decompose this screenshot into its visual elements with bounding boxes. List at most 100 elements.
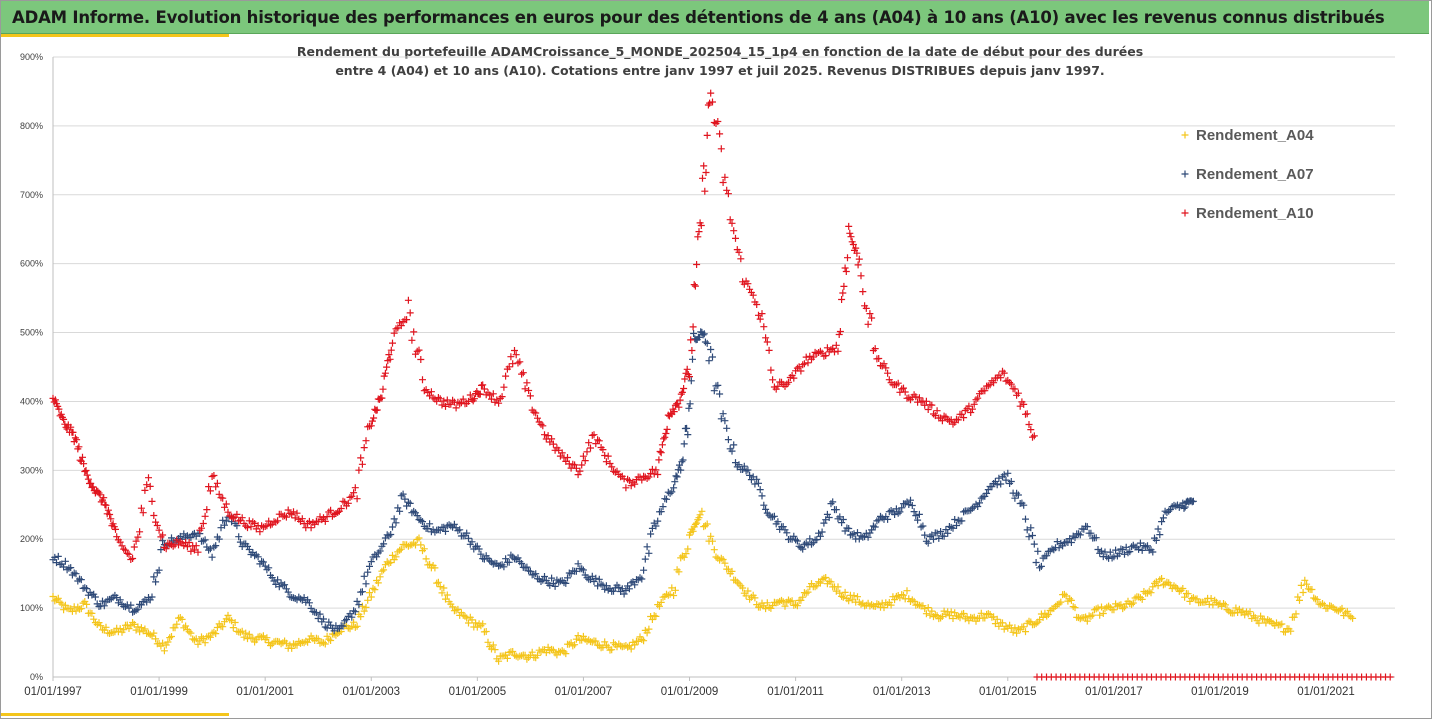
data-point	[249, 518, 257, 526]
data-point	[127, 556, 135, 563]
data-point	[353, 495, 361, 503]
data-point	[905, 394, 913, 402]
data-point	[661, 433, 669, 441]
data-point	[438, 589, 446, 597]
data-point	[51, 553, 59, 561]
data-point	[1246, 608, 1254, 616]
data-point	[696, 333, 703, 341]
data-point	[1290, 613, 1298, 621]
data-point	[187, 534, 195, 542]
data-point	[489, 641, 497, 649]
data-point	[871, 345, 879, 353]
data-point	[716, 130, 724, 138]
data-point	[346, 493, 354, 501]
data-point	[160, 647, 168, 655]
data-point	[233, 522, 241, 530]
data-point	[1235, 605, 1243, 613]
data-point	[724, 436, 732, 444]
data-point	[1062, 592, 1070, 600]
data-point	[358, 588, 366, 596]
data-point	[670, 408, 678, 416]
data-point	[884, 515, 892, 523]
data-point	[839, 516, 847, 523]
data-point	[413, 512, 421, 520]
data-point	[845, 222, 853, 230]
data-point	[730, 227, 738, 235]
data-point	[380, 540, 388, 548]
data-point	[652, 612, 660, 620]
data-point	[1144, 542, 1151, 550]
data-point	[505, 363, 513, 371]
data-point	[282, 585, 290, 593]
data-point	[844, 254, 851, 262]
data-point	[638, 575, 646, 583]
data-point	[107, 515, 115, 523]
data-point	[645, 549, 653, 557]
data-point	[337, 505, 345, 512]
data-point	[1087, 612, 1095, 620]
data-point	[921, 531, 929, 539]
data-point	[461, 612, 469, 620]
y-tick-label: 300%	[20, 465, 43, 475]
data-point	[836, 328, 844, 335]
data-point	[392, 325, 400, 333]
x-tick-label: 01/01/2001	[236, 686, 294, 698]
data-point	[680, 553, 688, 561]
data-point	[1060, 590, 1068, 598]
data-point	[401, 495, 409, 503]
data-point	[297, 595, 304, 603]
data-point	[689, 323, 697, 331]
data-point	[695, 228, 703, 236]
data-point	[647, 530, 655, 538]
data-point	[82, 467, 90, 474]
chart-title-line1: Rendement du portefeuille ADAMCroissance…	[297, 44, 1143, 60]
data-point	[399, 490, 407, 498]
data-point	[887, 601, 895, 609]
data-point	[526, 392, 534, 400]
data-point	[928, 401, 936, 409]
data-point	[231, 619, 239, 626]
data-point	[703, 339, 711, 347]
data-point	[192, 542, 200, 550]
data-point	[1320, 601, 1328, 609]
data-point	[854, 261, 862, 269]
data-point	[855, 255, 863, 263]
data-point	[526, 567, 534, 575]
data-point	[528, 648, 536, 656]
data-point	[410, 507, 418, 515]
data-point	[403, 502, 411, 510]
data-point	[690, 330, 698, 337]
data-point	[700, 330, 708, 338]
data-point	[53, 559, 60, 567]
data-point	[389, 523, 396, 531]
x-tick-label: 01/01/2011	[767, 686, 824, 698]
data-point	[309, 608, 317, 616]
x-tick-label: 01/01/2009	[661, 686, 719, 698]
data-point	[944, 529, 952, 537]
data-point	[463, 614, 471, 622]
data-point	[905, 501, 913, 508]
data-point	[389, 551, 396, 559]
data-point	[683, 365, 691, 373]
data-point	[717, 145, 725, 153]
data-point	[915, 510, 923, 518]
data-point	[945, 612, 953, 620]
data-point	[495, 399, 503, 407]
data-point	[496, 394, 504, 402]
data-point	[832, 341, 840, 349]
data-point	[1165, 507, 1173, 515]
data-point	[541, 431, 548, 439]
data-point	[219, 494, 227, 502]
data-point	[1036, 564, 1044, 572]
data-point	[1032, 559, 1040, 566]
data-point	[72, 570, 80, 578]
data-point	[907, 496, 914, 504]
data-point	[556, 452, 564, 460]
data-point	[468, 616, 476, 624]
data-point	[1006, 379, 1014, 387]
data-point	[910, 508, 918, 516]
data-point	[1276, 621, 1284, 629]
data-point	[201, 639, 209, 647]
data-point	[562, 650, 570, 658]
data-point	[417, 541, 425, 549]
